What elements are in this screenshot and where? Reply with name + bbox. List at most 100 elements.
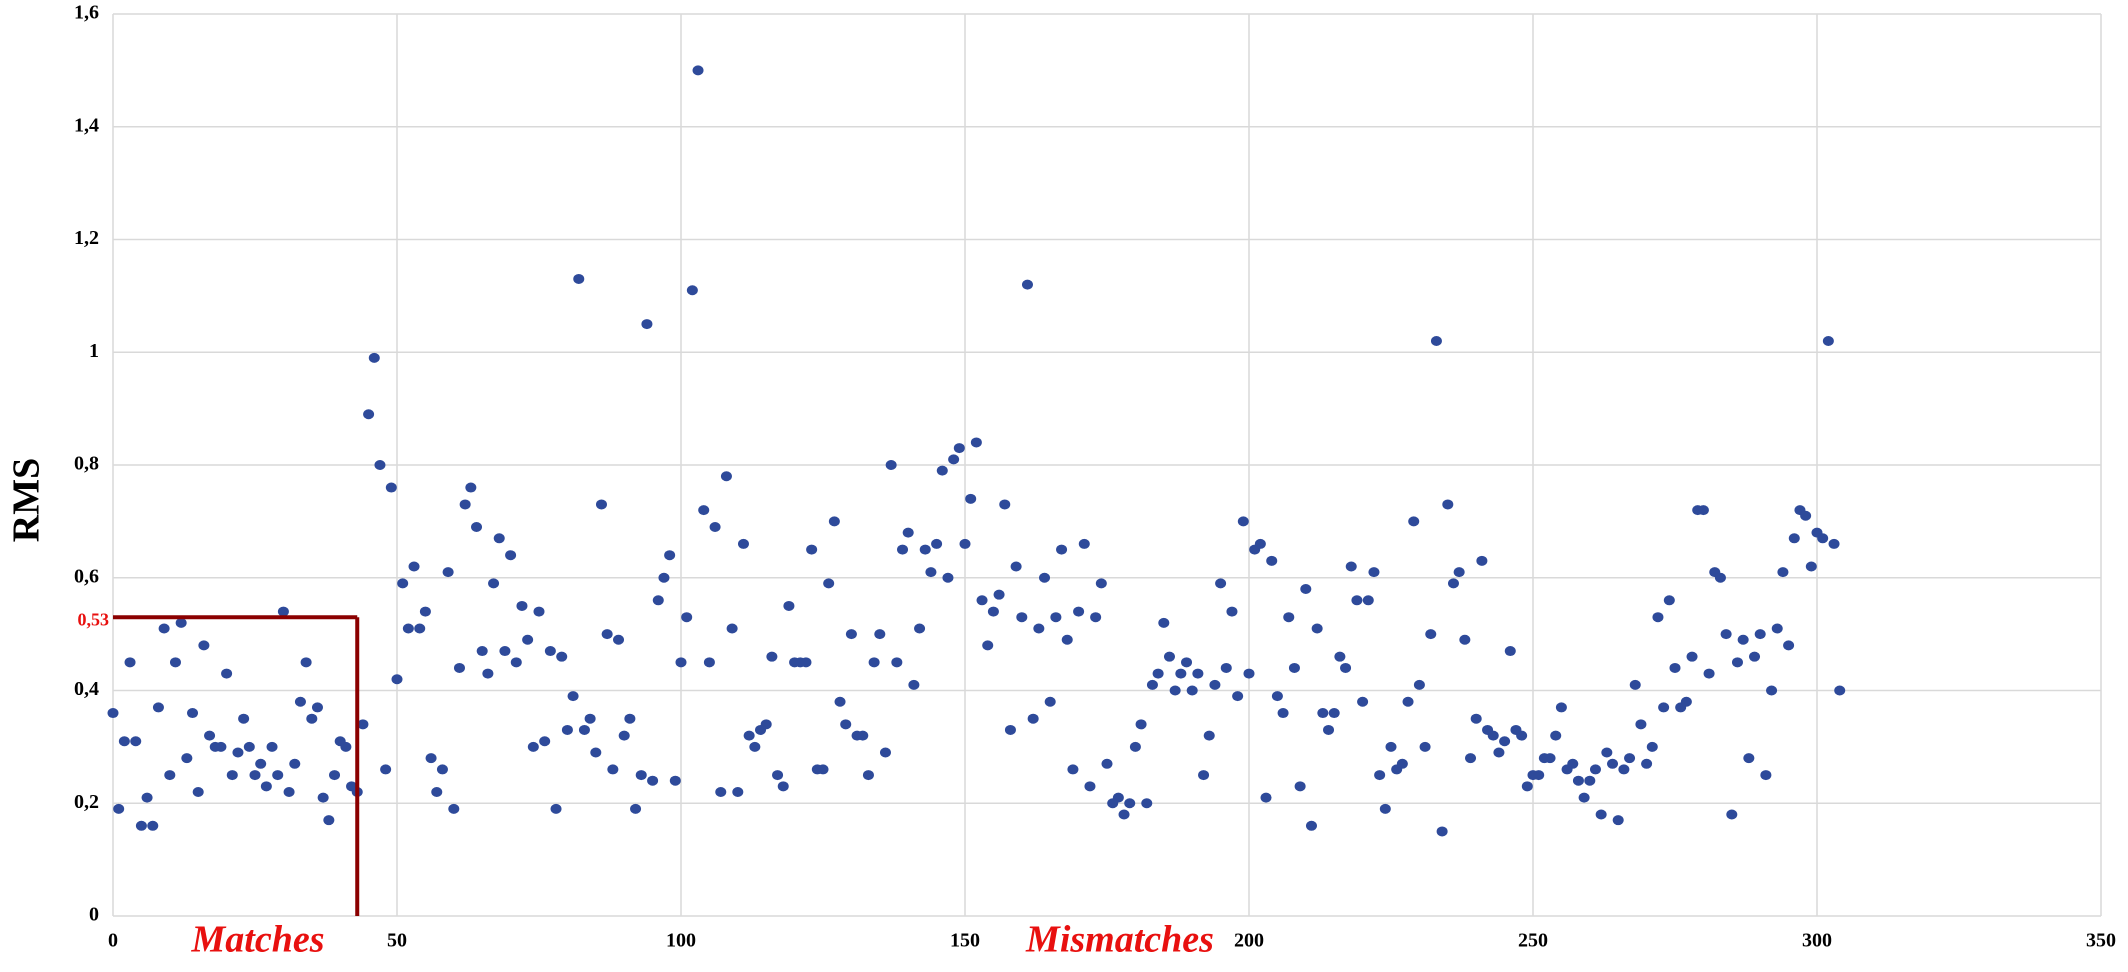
point bbox=[510, 657, 522, 668]
point bbox=[453, 662, 465, 673]
point bbox=[1754, 629, 1766, 640]
point bbox=[192, 786, 204, 797]
point bbox=[380, 764, 392, 775]
point bbox=[522, 634, 534, 645]
point bbox=[641, 319, 653, 330]
point bbox=[914, 623, 926, 634]
point bbox=[1351, 595, 1363, 606]
point bbox=[1362, 595, 1374, 606]
point bbox=[408, 561, 420, 572]
point bbox=[221, 668, 233, 679]
point bbox=[1743, 753, 1755, 764]
point bbox=[169, 657, 181, 668]
point bbox=[948, 454, 960, 465]
point bbox=[1618, 764, 1630, 775]
point bbox=[1300, 584, 1312, 595]
point bbox=[243, 741, 255, 752]
y-tick-label: 1,2 bbox=[74, 227, 99, 249]
point bbox=[1294, 781, 1306, 792]
point bbox=[1084, 781, 1096, 792]
point bbox=[357, 719, 369, 730]
point bbox=[959, 538, 971, 549]
point bbox=[493, 533, 505, 544]
point bbox=[1305, 820, 1317, 831]
point bbox=[845, 629, 857, 640]
point bbox=[647, 775, 659, 786]
point bbox=[442, 567, 454, 578]
point bbox=[198, 640, 210, 651]
point bbox=[1720, 629, 1732, 640]
point bbox=[1118, 809, 1130, 820]
point bbox=[879, 747, 891, 758]
point bbox=[232, 747, 244, 758]
point bbox=[749, 741, 761, 752]
point bbox=[1612, 815, 1624, 826]
point bbox=[1323, 724, 1335, 735]
point bbox=[1658, 702, 1670, 713]
point bbox=[516, 600, 528, 611]
point bbox=[1572, 775, 1584, 786]
point bbox=[726, 623, 738, 634]
point bbox=[601, 629, 613, 640]
point bbox=[1499, 736, 1511, 747]
point bbox=[1555, 702, 1567, 713]
point bbox=[720, 471, 732, 482]
point bbox=[1607, 758, 1619, 769]
y-tick-label: 0,2 bbox=[74, 791, 99, 813]
point bbox=[1198, 770, 1210, 781]
point bbox=[1345, 561, 1357, 572]
point bbox=[419, 606, 431, 617]
point bbox=[703, 657, 715, 668]
y-axis-label: RMS bbox=[6, 458, 48, 542]
point bbox=[1419, 741, 1431, 752]
point bbox=[783, 600, 795, 611]
point bbox=[363, 409, 375, 420]
point bbox=[1266, 555, 1278, 566]
point bbox=[766, 651, 778, 662]
point bbox=[1039, 572, 1051, 583]
point bbox=[476, 646, 488, 657]
point bbox=[175, 617, 187, 628]
point bbox=[1430, 335, 1442, 346]
point bbox=[1004, 724, 1016, 735]
point bbox=[1056, 544, 1068, 555]
point bbox=[1425, 629, 1437, 640]
point bbox=[294, 696, 306, 707]
point bbox=[1470, 713, 1482, 724]
x-tick-label: 100 bbox=[666, 930, 696, 952]
point bbox=[1158, 617, 1170, 628]
point bbox=[266, 741, 278, 752]
point bbox=[272, 770, 284, 781]
point bbox=[1027, 713, 1039, 724]
y-tick-label: 0,4 bbox=[74, 678, 99, 700]
point bbox=[431, 786, 443, 797]
point bbox=[152, 702, 164, 713]
point bbox=[436, 764, 448, 775]
point bbox=[982, 640, 994, 651]
point bbox=[760, 719, 772, 730]
point bbox=[158, 623, 170, 634]
point bbox=[1601, 747, 1613, 758]
point bbox=[1340, 662, 1352, 673]
point bbox=[1033, 623, 1045, 634]
point bbox=[1800, 510, 1812, 521]
point bbox=[1050, 612, 1062, 623]
point bbox=[482, 668, 494, 679]
point bbox=[1442, 499, 1454, 510]
point bbox=[635, 770, 647, 781]
point bbox=[743, 730, 755, 741]
point bbox=[556, 651, 568, 662]
point bbox=[715, 786, 727, 797]
point bbox=[840, 719, 852, 730]
point bbox=[1635, 719, 1647, 730]
point bbox=[317, 792, 329, 803]
point bbox=[141, 792, 153, 803]
point bbox=[942, 572, 954, 583]
point bbox=[709, 522, 721, 533]
point bbox=[1260, 792, 1272, 803]
point bbox=[164, 770, 176, 781]
point bbox=[1834, 685, 1846, 696]
point bbox=[1135, 719, 1147, 730]
point bbox=[1521, 781, 1533, 792]
point bbox=[573, 273, 585, 284]
